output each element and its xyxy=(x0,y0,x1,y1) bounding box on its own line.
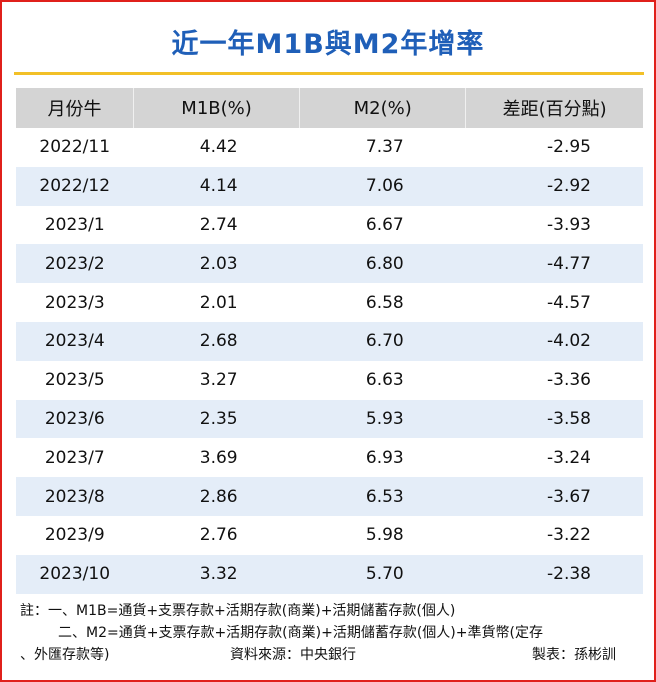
table-cell: 2023/9 xyxy=(44,525,105,546)
table-cell: 6.63 xyxy=(365,370,404,391)
table-row: 2023/4 2.68 6.70 -4.02 xyxy=(16,321,643,361)
table-cell: -3.58 xyxy=(465,399,643,439)
table-cell: 2023/1 xyxy=(44,214,105,235)
table-row: 2023/1 2.74 6.67 -3.93 xyxy=(16,206,643,245)
table-cell: 2.35 xyxy=(133,399,300,439)
table-cell: 2023/10 xyxy=(16,554,134,594)
table-cell: -4.02 xyxy=(465,321,643,361)
table-cell: 2.01 xyxy=(199,292,238,313)
header-cell: 差距(百分點) xyxy=(465,88,643,128)
table-body: 2022/11 4.42 7.37 -2.95 2022/12 4.14 7.06 -2.92… xyxy=(16,128,643,594)
note-line: 、外匯存款等) 資料來源：中央銀行 製表：孫彬訓 xyxy=(20,644,640,666)
table-cell: -4.57 xyxy=(547,292,591,313)
table-cell: 6.58 xyxy=(365,292,404,313)
table-cell: 6.53 xyxy=(299,477,466,516)
header-row: 月份牛 M1B(%) M2(%) 差距(百分點) xyxy=(16,88,643,128)
table-cell: 2023/7 xyxy=(44,447,105,468)
table-row: 2023/8 2.86 6.53 -3.67 xyxy=(16,477,643,516)
table-cell: 2023/3 xyxy=(44,292,105,313)
table-cell: 4.42 xyxy=(199,137,238,158)
header-cell: M1B(%) xyxy=(132,88,300,128)
table-cell: -3.67 xyxy=(465,477,643,516)
table-row: 2023/10 3.32 5.70 -2.38 xyxy=(16,554,643,594)
note: 註：一、M1B=通貨+支票存款+活期存款(商業)+活期儲蓄存款(個人) xyxy=(20,603,456,619)
table-cell: -3.36 xyxy=(547,370,591,391)
table-cell: -3.93 xyxy=(547,214,591,235)
source: 資料來源：中央銀行 xyxy=(230,647,356,663)
note: 、外匯存款等) xyxy=(20,647,110,663)
table-cell: 2.74 xyxy=(199,214,238,235)
title: 近一年M1B與M2年增率 xyxy=(171,29,485,60)
table-cell: 2023/6 xyxy=(16,399,134,439)
table-cell: 2.86 xyxy=(133,477,300,516)
table-cell: 4.14 xyxy=(133,166,300,206)
note: 二、M2=通貨+支票存款+活期存款(商業)+活期儲蓄存款(個人)+準貨幣(定存 xyxy=(58,625,543,641)
table-row: 2023/7 3.69 6.93 -3.24 xyxy=(16,438,643,477)
table-cell: 2022/12 xyxy=(16,166,134,206)
table-cell: 2023/8 xyxy=(16,477,134,516)
table-row: 2023/3 2.01 6.58 -4.57 xyxy=(16,283,643,322)
table-cell: 6.93 xyxy=(365,447,404,468)
table-cell: 5.70 xyxy=(299,554,466,594)
table-row: 2022/11 4.42 7.37 -2.95 xyxy=(16,128,643,167)
table-cell: 2.76 xyxy=(199,525,238,546)
table-row: 2023/6 2.35 5.93 -3.58 xyxy=(16,399,643,439)
table-cell: 3.32 xyxy=(133,554,300,594)
table-cell: -2.38 xyxy=(465,554,643,594)
table-cell: -4.77 xyxy=(465,244,643,284)
table-cell: 2022/11 xyxy=(39,137,111,158)
table-cell: -2.92 xyxy=(465,166,643,206)
table-row: 2022/12 4.14 7.06 -2.92 xyxy=(16,166,643,206)
table-cell: -2.95 xyxy=(547,137,591,158)
table-cell: -3.24 xyxy=(547,447,591,468)
table-cell: 5.93 xyxy=(299,399,466,439)
table-cell: 2023/5 xyxy=(44,370,105,391)
table-cell: 6.80 xyxy=(299,244,466,284)
title-rule xyxy=(14,72,644,75)
table-cell: 2.03 xyxy=(133,244,300,284)
table-cell: -3.22 xyxy=(547,525,591,546)
table-row: 2023/2 2.03 6.80 -4.77 xyxy=(16,244,643,284)
table-cell: 7.37 xyxy=(365,137,404,158)
table-cell: 3.69 xyxy=(199,447,238,468)
author: 製表：孫彬訓 xyxy=(532,647,616,663)
table-cell: 2023/4 xyxy=(16,321,134,361)
table-cell: 2.68 xyxy=(133,321,300,361)
table-row: 2023/9 2.76 5.98 -3.22 xyxy=(16,516,643,555)
header-cell: 月份牛 xyxy=(16,88,134,128)
table-cell: 2023/2 xyxy=(16,244,134,284)
table-cell: 7.06 xyxy=(299,166,466,206)
table-cell: 5.98 xyxy=(365,525,404,546)
table-cell: 3.27 xyxy=(199,370,238,391)
table-cell: 6.70 xyxy=(299,321,466,361)
notes: 註：一、M1B=通貨+支票存款+活期存款(商業)+活期儲蓄存款(個人) 二、M2… xyxy=(20,600,640,666)
table-row: 2023/5 3.27 6.63 -3.36 xyxy=(16,361,643,400)
data-table: 月份牛 M1B(%) M2(%) 差距(百分點) 2022/11 4.42 7.37 -2.… xyxy=(16,88,643,594)
table-cell: 6.67 xyxy=(365,214,404,235)
header-cell: M2(%) xyxy=(299,88,466,128)
